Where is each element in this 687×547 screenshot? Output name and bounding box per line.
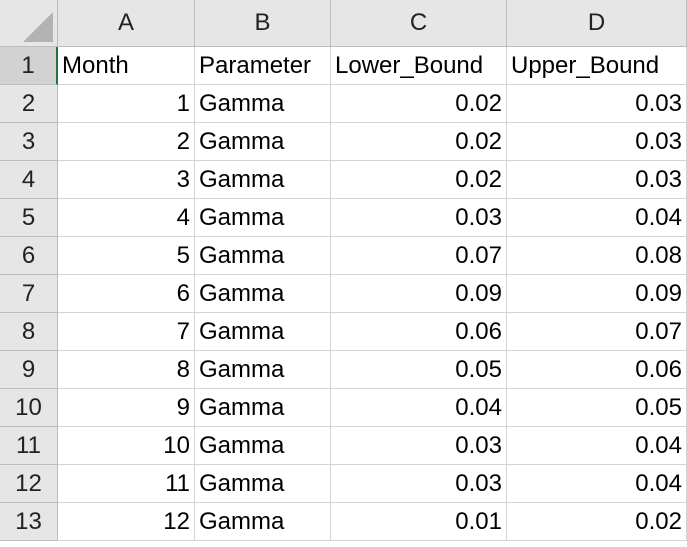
cell-a12[interactable]: 11 — [58, 465, 195, 503]
cell-d6[interactable]: 0.08 — [507, 237, 687, 275]
cell-b12[interactable]: Gamma — [195, 465, 331, 503]
cell-d4[interactable]: 0.03 — [507, 161, 687, 199]
select-all-corner[interactable] — [0, 0, 58, 47]
column-header-d[interactable]: D — [507, 0, 687, 47]
select-all-triangle-icon — [23, 12, 53, 42]
cell-d13[interactable]: 0.02 — [507, 503, 687, 541]
cell-c3[interactable]: 0.02 — [331, 123, 507, 161]
cell-c8[interactable]: 0.06 — [331, 313, 507, 351]
row-header-11[interactable]: 11 — [0, 427, 58, 465]
cell-b5[interactable]: Gamma — [195, 199, 331, 237]
cell-c10[interactable]: 0.04 — [331, 389, 507, 427]
cell-b1[interactable]: Parameter — [195, 47, 331, 85]
row-header-7[interactable]: 7 — [0, 275, 58, 313]
cell-a6[interactable]: 5 — [58, 237, 195, 275]
cell-d12[interactable]: 0.04 — [507, 465, 687, 503]
cell-a5[interactable]: 4 — [58, 199, 195, 237]
cell-c1[interactable]: Lower_Bound — [331, 47, 507, 85]
cell-d8[interactable]: 0.07 — [507, 313, 687, 351]
row-header-9[interactable]: 9 — [0, 351, 58, 389]
cell-b8[interactable]: Gamma — [195, 313, 331, 351]
cell-a4[interactable]: 3 — [58, 161, 195, 199]
row-header-1[interactable]: 1 — [0, 47, 58, 85]
cell-a11[interactable]: 10 — [58, 427, 195, 465]
cell-c5[interactable]: 0.03 — [331, 199, 507, 237]
cell-d10[interactable]: 0.05 — [507, 389, 687, 427]
cell-c6[interactable]: 0.07 — [331, 237, 507, 275]
cell-c7[interactable]: 0.09 — [331, 275, 507, 313]
cell-a3[interactable]: 2 — [58, 123, 195, 161]
cell-a8[interactable]: 7 — [58, 313, 195, 351]
row-header-6[interactable]: 6 — [0, 237, 58, 275]
cell-a9[interactable]: 8 — [58, 351, 195, 389]
cell-b4[interactable]: Gamma — [195, 161, 331, 199]
row-header-13[interactable]: 13 — [0, 503, 58, 541]
cell-b3[interactable]: Gamma — [195, 123, 331, 161]
cell-d5[interactable]: 0.04 — [507, 199, 687, 237]
cell-c11[interactable]: 0.03 — [331, 427, 507, 465]
cell-c12[interactable]: 0.03 — [331, 465, 507, 503]
cell-b2[interactable]: Gamma — [195, 85, 331, 123]
cell-a7[interactable]: 6 — [58, 275, 195, 313]
cell-b11[interactable]: Gamma — [195, 427, 331, 465]
row-header-5[interactable]: 5 — [0, 199, 58, 237]
cell-a13[interactable]: 12 — [58, 503, 195, 541]
row-header-12[interactable]: 12 — [0, 465, 58, 503]
cell-b10[interactable]: Gamma — [195, 389, 331, 427]
row-header-4[interactable]: 4 — [0, 161, 58, 199]
cell-c9[interactable]: 0.05 — [331, 351, 507, 389]
cell-d1[interactable]: Upper_Bound — [507, 47, 687, 85]
column-header-c[interactable]: C — [331, 0, 507, 47]
cell-a2[interactable]: 1 — [58, 85, 195, 123]
cell-a1[interactable]: Month — [58, 47, 195, 85]
cell-b9[interactable]: Gamma — [195, 351, 331, 389]
column-header-b[interactable]: B — [195, 0, 331, 47]
cell-c13[interactable]: 0.01 — [331, 503, 507, 541]
column-header-a[interactable]: A — [58, 0, 195, 47]
row-header-3[interactable]: 3 — [0, 123, 58, 161]
cell-b6[interactable]: Gamma — [195, 237, 331, 275]
cell-c4[interactable]: 0.02 — [331, 161, 507, 199]
row-header-2[interactable]: 2 — [0, 85, 58, 123]
cell-d9[interactable]: 0.06 — [507, 351, 687, 389]
cell-d3[interactable]: 0.03 — [507, 123, 687, 161]
row-header-8[interactable]: 8 — [0, 313, 58, 351]
cell-d11[interactable]: 0.04 — [507, 427, 687, 465]
cell-d7[interactable]: 0.09 — [507, 275, 687, 313]
cell-b7[interactable]: Gamma — [195, 275, 331, 313]
cell-a10[interactable]: 9 — [58, 389, 195, 427]
row-header-10[interactable]: 10 — [0, 389, 58, 427]
cell-d2[interactable]: 0.03 — [507, 85, 687, 123]
cell-b13[interactable]: Gamma — [195, 503, 331, 541]
cell-c2[interactable]: 0.02 — [331, 85, 507, 123]
